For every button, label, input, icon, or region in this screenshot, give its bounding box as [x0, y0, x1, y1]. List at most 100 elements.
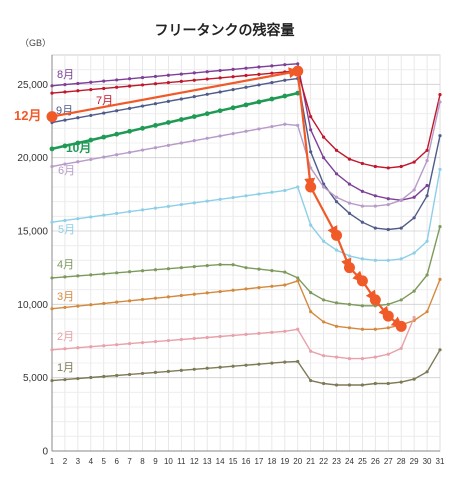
data-point — [153, 339, 158, 344]
data-point — [179, 266, 183, 270]
data-point — [331, 229, 343, 241]
data-point — [89, 215, 93, 219]
data-point — [360, 220, 364, 224]
data-point — [75, 140, 81, 146]
data-point — [205, 335, 209, 340]
data-point — [179, 79, 183, 83]
data-point — [386, 166, 390, 170]
x-tick-label: 5 — [102, 457, 107, 466]
x-tick-label: 20 — [293, 457, 302, 466]
data-point — [88, 137, 94, 143]
data-point — [347, 326, 352, 330]
data-point — [257, 83, 261, 87]
data-point — [283, 270, 287, 274]
data-point — [270, 361, 274, 365]
data-point — [179, 368, 183, 372]
x-tick-label: 3 — [76, 457, 81, 466]
data-point — [412, 251, 416, 255]
data-point — [115, 78, 119, 82]
data-point — [166, 338, 170, 343]
data-point — [89, 273, 93, 277]
data-point — [283, 78, 287, 82]
data-point — [334, 148, 339, 152]
data-point — [334, 383, 339, 387]
data-point — [438, 225, 442, 229]
data-point — [257, 331, 261, 335]
data-point — [140, 297, 145, 302]
data-point — [305, 181, 317, 193]
data-point — [192, 265, 196, 269]
data-point — [257, 192, 261, 196]
data-point — [63, 162, 67, 166]
data-point — [283, 188, 287, 193]
data-point — [231, 364, 235, 368]
x-tick-label: 19 — [280, 457, 289, 466]
data-point — [128, 270, 132, 274]
data-point — [373, 204, 377, 208]
data-point — [369, 294, 381, 306]
data-point — [140, 104, 145, 108]
data-point — [296, 123, 300, 127]
data-point — [153, 82, 158, 86]
data-point — [218, 334, 222, 339]
x-tick-label: 18 — [267, 457, 276, 466]
data-point — [244, 85, 248, 89]
data-point — [63, 347, 67, 351]
data-point — [166, 99, 170, 103]
data-point — [309, 223, 313, 227]
data-point — [347, 157, 352, 161]
data-point — [231, 132, 235, 136]
data-point — [76, 376, 80, 381]
data-point — [115, 85, 119, 89]
data-point — [63, 90, 67, 94]
data-point — [309, 310, 313, 314]
data-point — [334, 355, 339, 359]
x-tick-label: 9 — [153, 457, 158, 466]
data-point — [166, 80, 170, 85]
data-point — [140, 341, 145, 345]
data-point — [102, 86, 106, 91]
x-tick-label: 11 — [177, 457, 186, 466]
data-point — [218, 197, 222, 201]
data-point — [347, 254, 352, 258]
data-point — [63, 218, 67, 223]
data-point — [269, 96, 275, 102]
series-arrow — [335, 234, 352, 270]
data-point — [343, 262, 355, 274]
data-point — [63, 275, 67, 279]
data-point — [399, 198, 403, 202]
data-point — [192, 139, 196, 143]
data-point — [309, 166, 313, 170]
data-point — [386, 352, 390, 356]
x-tick-label: 23 — [332, 457, 341, 466]
x-tick-label: 12 — [190, 457, 199, 466]
data-point — [140, 148, 145, 152]
data-point — [270, 64, 274, 68]
data-point — [231, 75, 235, 79]
data-point — [412, 377, 416, 381]
data-point — [76, 116, 80, 120]
data-point — [438, 134, 442, 138]
x-tick-label: 28 — [397, 457, 406, 466]
data-point — [153, 268, 158, 272]
series-label: 6月 — [58, 165, 75, 177]
data-point — [334, 195, 339, 199]
data-point — [373, 194, 377, 198]
series-label: 1月 — [57, 362, 74, 374]
data-point — [204, 111, 210, 117]
data-point — [115, 211, 119, 215]
data-point — [438, 93, 442, 97]
data-point — [102, 272, 106, 276]
data-point — [153, 123, 158, 128]
data-point — [386, 197, 390, 201]
data-point — [218, 68, 222, 73]
data-point — [115, 343, 119, 347]
data-point — [140, 269, 145, 273]
data-point — [217, 108, 223, 114]
data-point — [270, 124, 274, 129]
data-point — [347, 383, 352, 387]
data-point — [205, 366, 209, 370]
data-point — [360, 189, 364, 193]
data-point — [166, 120, 171, 125]
data-point — [115, 153, 119, 157]
